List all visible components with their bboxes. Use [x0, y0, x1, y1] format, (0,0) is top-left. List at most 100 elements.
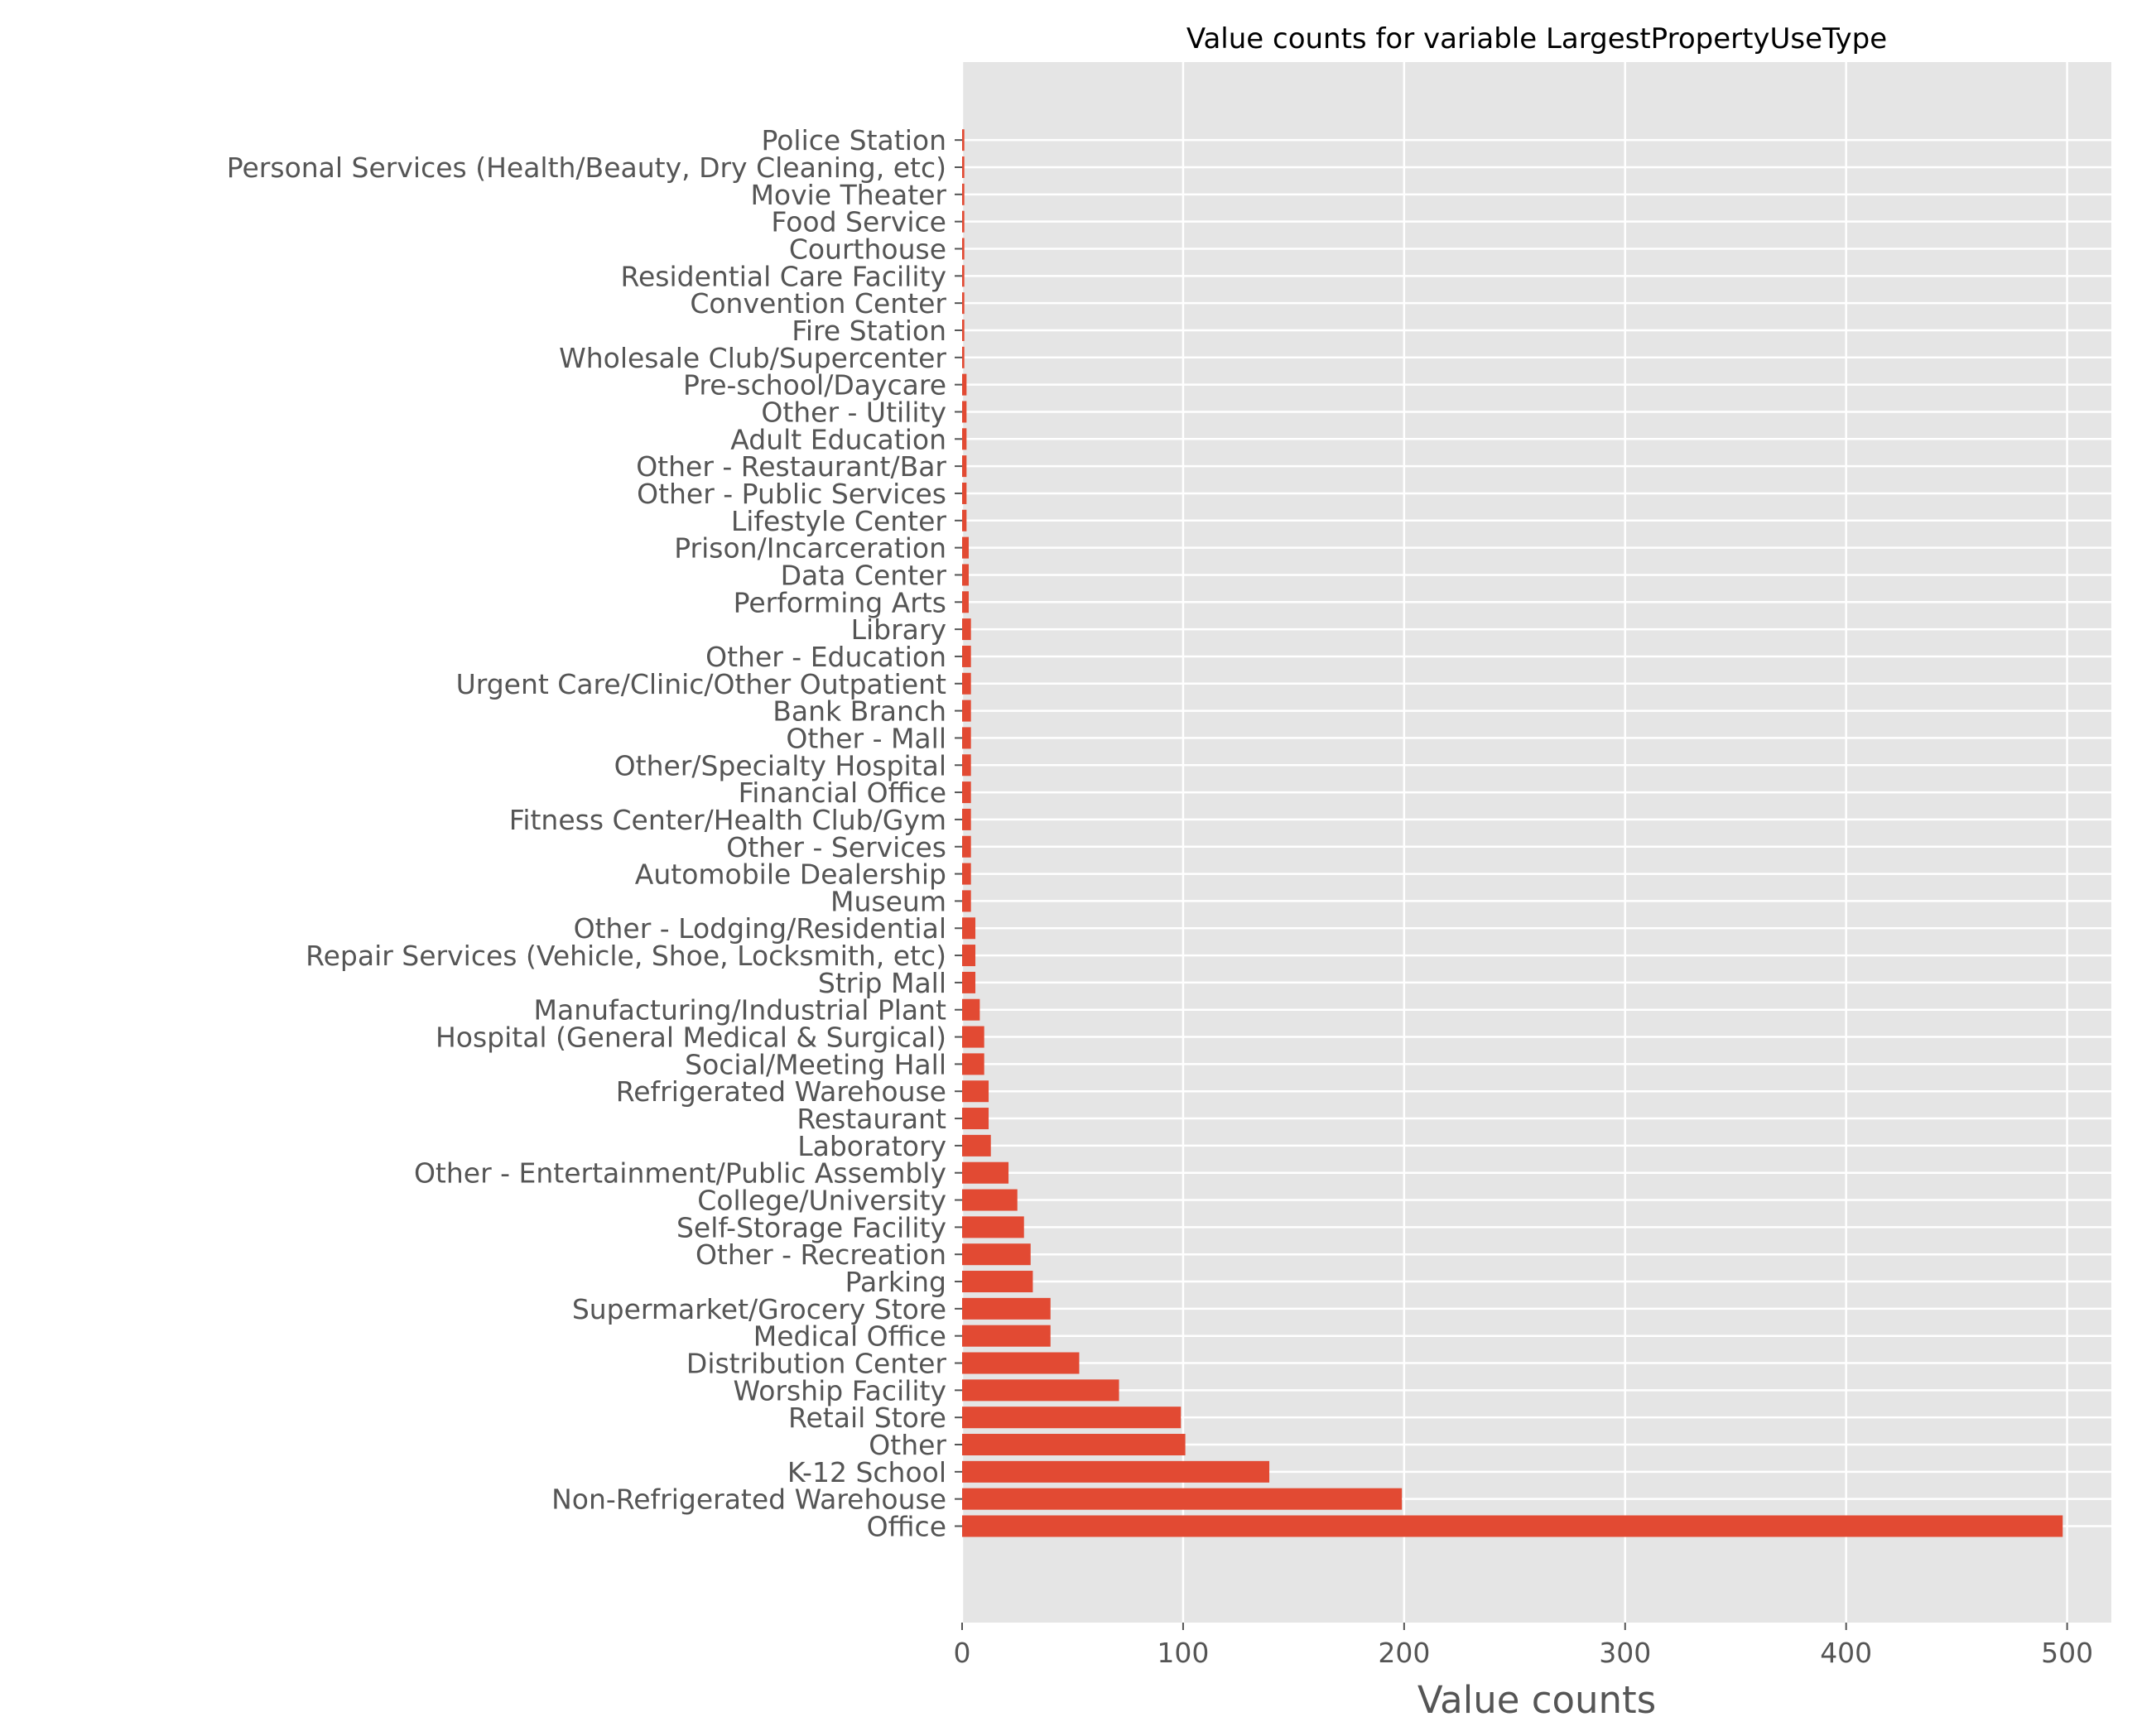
y-tick-label: Convention Center	[690, 287, 946, 320]
bar	[962, 1026, 984, 1048]
bar	[962, 808, 971, 830]
bar	[962, 672, 971, 695]
bar	[962, 1161, 1009, 1184]
bar	[962, 210, 965, 233]
bar	[962, 373, 967, 396]
y-tick-label: Other - Entertainment/Public Assembly	[414, 1157, 946, 1190]
y-tick-label: Data Center	[781, 559, 947, 591]
x-tick-label: 200	[1378, 1637, 1430, 1669]
y-tick-label: Laboratory	[797, 1130, 946, 1162]
bar	[962, 482, 967, 504]
y-tick-label: Library	[851, 613, 946, 646]
bar	[962, 754, 971, 777]
x-tick-label: 0	[954, 1637, 971, 1669]
bar	[962, 509, 967, 531]
y-tick-label: Personal Services (Health/Beauty, Dry Cl…	[227, 151, 946, 184]
bar	[962, 1134, 991, 1157]
y-tick-label: College/University	[697, 1185, 946, 1217]
y-tick-label: Other - Public Services	[637, 478, 946, 510]
y-tick-label: Pre-school/Daycare	[683, 369, 946, 402]
bar	[962, 971, 976, 993]
bar	[962, 129, 965, 151]
bar	[962, 1108, 989, 1130]
bar	[962, 564, 970, 586]
bar	[962, 319, 965, 341]
x-tick-label: 400	[1820, 1637, 1872, 1669]
y-tick-label: Police Station	[761, 124, 946, 156]
x-tick-labels: 0 100 200 300 400 500	[954, 1637, 2094, 1669]
bar	[962, 265, 965, 287]
y-tick-label: Refrigerated Warehouse	[616, 1075, 946, 1108]
y-tick-label: Other	[869, 1429, 946, 1461]
y-tick-label: Other - Utility	[761, 396, 946, 428]
y-tick-label: Museum	[830, 885, 946, 917]
y-tick-label: Other - Lodging/Residential	[574, 912, 946, 945]
y-tick-label: Restaurant	[797, 1103, 946, 1135]
chart-title: Value counts for variable LargestPropert…	[1186, 22, 1887, 55]
y-tick-label: Other/Specialty Hospital	[614, 749, 946, 781]
bar	[962, 1352, 1080, 1374]
bar	[962, 346, 965, 368]
bar	[962, 645, 971, 667]
bar	[962, 945, 976, 967]
bar	[962, 183, 965, 205]
y-tick-label: Worship Facility	[734, 1374, 946, 1407]
plot-background	[962, 62, 2111, 1623]
bar	[962, 1379, 1119, 1402]
y-tick-label: Medical Office	[753, 1320, 946, 1353]
y-tick-label: Distribution Center	[686, 1348, 947, 1380]
y-tick-label: Strip Mall	[818, 967, 946, 999]
y-tick-label: Courthouse	[789, 233, 946, 265]
y-tick-label: Movie Theater	[750, 179, 946, 211]
y-tick-label: Fitness Center/Health Club/Gym	[509, 804, 946, 836]
y-tick-label: Parking	[845, 1266, 946, 1298]
x-tick-label: 300	[1599, 1637, 1651, 1669]
bar	[962, 455, 967, 478]
y-tick-label: Other - Restaurant/Bar	[636, 450, 946, 483]
bar	[962, 1488, 1403, 1510]
bar	[962, 1216, 1024, 1238]
bar	[962, 1243, 1031, 1266]
y-tick-label: Other - Education	[705, 641, 946, 673]
y-tick-label: Social/Meeting Hall	[685, 1048, 946, 1080]
x-tick-label: 100	[1157, 1637, 1209, 1669]
bar	[962, 428, 967, 450]
y-tick-label: Non-Refrigerated Warehouse	[551, 1484, 946, 1516]
bar	[962, 998, 980, 1021]
bar	[962, 591, 970, 613]
y-tick-label: Automobile Dealership	[635, 858, 946, 891]
y-tick-label: Prison/Incarceration	[674, 532, 946, 565]
y-tick-label: Supermarket/Grocery Store	[572, 1293, 946, 1325]
bar	[962, 536, 970, 559]
bar	[962, 1297, 1051, 1320]
y-tick-label: Manufacturing/Industrial Plant	[534, 994, 947, 1027]
bar	[962, 401, 967, 423]
bar	[962, 917, 976, 940]
bar	[962, 727, 971, 749]
bar	[962, 835, 971, 858]
bar	[962, 863, 971, 885]
bar	[962, 1053, 984, 1075]
x-tick-label: 500	[2041, 1637, 2093, 1669]
y-tick-label: Wholesale Club/Supercenter	[559, 342, 946, 374]
y-tick-label: Lifestyle Center	[731, 505, 947, 537]
y-tick-label: Fire Station	[792, 315, 946, 347]
bars	[962, 129, 2063, 1537]
bar	[962, 238, 965, 260]
bar	[962, 292, 965, 315]
bar	[962, 1325, 1051, 1347]
y-tick-label: Office	[867, 1511, 946, 1543]
bar	[962, 1189, 1018, 1211]
y-tick-label: Other - Mall	[786, 722, 946, 754]
y-tick-label: Other - Recreation	[695, 1238, 946, 1271]
y-tick-label: Self-Storage Facility	[676, 1211, 946, 1243]
y-tick-label: Performing Arts	[734, 586, 946, 618]
y-tick-label: Urgent Care/Clinic/Other Outpatient	[456, 668, 946, 700]
bar	[962, 156, 965, 178]
x-axis-label: Value counts	[1417, 1678, 1656, 1722]
y-tick-label: K-12 School	[787, 1456, 946, 1488]
y-tick-label: Adult Education	[730, 423, 946, 455]
y-tick-label: Food Service	[771, 206, 946, 238]
